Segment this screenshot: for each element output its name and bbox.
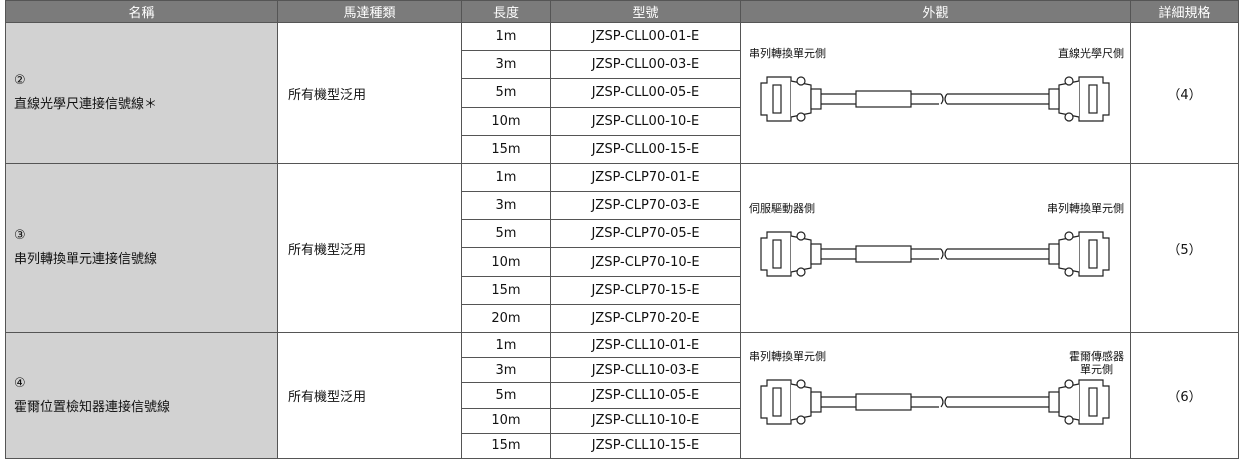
item-number: ④ <box>14 375 26 391</box>
table-row: 3m JZSP-CLL00-03-E <box>6 50 1239 80</box>
length-cell: 10m <box>461 247 551 277</box>
name-cell: ③ 串列轉換單元連接信號線 <box>5 163 278 333</box>
appearance-cell: 伺服驅動器側 串列轉換單元側 <box>740 163 1131 333</box>
appearance-cell: 串列轉換單元側 霍爾傳感器 單元側 <box>740 332 1131 459</box>
length-cell: 15m <box>461 134 551 165</box>
item-name: 直線光學尺連接信號線＊ <box>14 97 158 112</box>
appearance-cell: 串列轉換單元側 直線光學尺側 <box>740 22 1131 164</box>
model-cell: JZSP-CLL00-15-E <box>550 134 741 165</box>
length-cell: 3m <box>461 191 551 221</box>
item-number: ③ <box>14 228 26 243</box>
length-cell: 15m <box>461 275 551 305</box>
model-cell: JZSP-CLL10-01-E <box>550 331 741 359</box>
item-number: ② <box>14 73 26 88</box>
header-row: 名稱 馬達種類 長度 型號 外觀 詳細規格 <box>5 0 1239 23</box>
length-cell: 3m <box>461 50 551 80</box>
table-row: 15m JZSP-CLP70-15-E <box>6 275 1239 305</box>
name-cell: ② 直線光學尺連接信號線＊ <box>5 22 278 164</box>
length-cell: 3m <box>461 357 551 384</box>
appearance-box: 伺服驅動器側 串列轉換單元側 <box>741 164 1130 332</box>
length-cell: 1m <box>461 21 551 52</box>
cable-drawing <box>760 76 1110 122</box>
table-row: ④ 霍爾位置檢知器連接信號線 所有機型泛用 1m JZSP-CLL10-01-E 串列轉換… <box>5 331 1239 459</box>
table-row: 3m JZSP-CLP70-03-E <box>6 191 1239 221</box>
table-body: ② 直線光學尺連接信號線＊ 所有機型泛用 1m JZSP-CLL00-01-E 串列轉換單… <box>5 21 1239 459</box>
model-cell: JZSP-CLL10-05-E <box>550 382 741 409</box>
model-cell: JZSP-CLL10-03-E <box>550 357 741 384</box>
model-cell: JZSP-CLP70-05-E <box>550 219 741 249</box>
table-row: 10m JZSP-CLL00-10-E <box>6 106 1239 136</box>
length-cell: 5m <box>461 219 551 249</box>
item-name: 串列轉換單元連接信號線 <box>14 252 158 267</box>
header-cell: 外觀 <box>740 0 1131 23</box>
model-cell: JZSP-CLP70-15-E <box>550 275 741 305</box>
model-cell: JZSP-CLL10-15-E <box>550 432 741 459</box>
appearance-box: 串列轉換單元側 直線光學尺側 <box>741 23 1130 163</box>
motor-cell: 所有機型泛用 <box>277 163 462 333</box>
appearance-box: 串列轉換單元側 霍爾傳感器 單元側 <box>741 333 1130 458</box>
header-cell: 型號 <box>550 0 741 23</box>
right-label-line: 霍爾傳感器 <box>1069 349 1124 363</box>
length-cell: 5m <box>461 382 551 409</box>
motor-cell: 所有機型泛用 <box>277 22 462 164</box>
right-label: 直線光學尺側 <box>1058 47 1124 60</box>
length-cell: 15m <box>461 432 551 459</box>
left-label: 伺服驅動器側 <box>749 202 815 215</box>
cable-drawing <box>760 231 1110 277</box>
model-cell: JZSP-CLL10-10-E <box>550 407 741 434</box>
model-cell: JZSP-CLP70-03-E <box>550 191 741 221</box>
table-row: ② 直線光學尺連接信號線＊ 所有機型泛用 1m JZSP-CLL00-01-E 串列轉換單… <box>5 21 1239 164</box>
table-row: 20m JZSP-CLP70-20-E <box>6 303 1239 334</box>
length-cell: 10m <box>461 407 551 434</box>
model-cell: JZSP-CLL00-10-E <box>550 106 741 136</box>
item-name: 霍爾位置檢知器連接信號線 <box>14 399 171 415</box>
table-row: 15m JZSP-CLL00-15-E <box>6 134 1239 165</box>
right-label: 霍爾傳感器 單元側 <box>1069 350 1124 376</box>
length-cell: 1m <box>461 331 551 359</box>
length-cell: 5m <box>461 78 551 108</box>
right-label: 串列轉換單元側 <box>1047 202 1124 215</box>
length-cell: 1m <box>461 162 551 193</box>
table-row: 10m JZSP-CLL10-10-E <box>6 407 1239 434</box>
spec-table: 名稱 馬達種類 長度 型號 外觀 詳細規格 ② 直線光學尺連接信號線＊ 所有機型泛用 1m JZS… <box>5 0 1239 459</box>
model-cell: JZSP-CLP70-10-E <box>550 247 741 277</box>
motor-cell: 所有機型泛用 <box>277 332 462 459</box>
length-cell: 20m <box>461 303 551 334</box>
name-cell: ④ 霍爾位置檢知器連接信號線 <box>5 332 278 459</box>
table-row: 5m JZSP-CLL10-05-E <box>6 382 1239 409</box>
table-row: 5m JZSP-CLL00-05-E <box>6 78 1239 108</box>
table-row: 3m JZSP-CLL10-03-E <box>6 357 1239 384</box>
left-label: 串列轉換單元側 <box>749 349 826 363</box>
model-cell: JZSP-CLL00-05-E <box>550 78 741 108</box>
table-row: 10m JZSP-CLP70-10-E <box>6 247 1239 277</box>
header-cell: 長度 <box>461 0 551 23</box>
header-cell: 詳細規格 <box>1130 0 1239 23</box>
spec-cell: （4） <box>1130 22 1239 164</box>
left-label: 串列轉換單元側 <box>749 47 826 60</box>
cable-drawing <box>760 378 1110 425</box>
spec-cell: （5） <box>1130 163 1239 333</box>
spec-cell: （6） <box>1130 332 1239 459</box>
table-row: 5m JZSP-CLP70-05-E <box>6 219 1239 249</box>
right-label-line: 串列轉換單元側 <box>1047 202 1124 215</box>
table-row: ③ 串列轉換單元連接信號線 所有機型泛用 1m JZSP-CLP70-01-E 伺服驅動器… <box>5 162 1239 333</box>
header-cell: 馬達種類 <box>277 0 462 23</box>
right-label-line: 直線光學尺側 <box>1058 47 1124 60</box>
length-cell: 10m <box>461 106 551 136</box>
model-cell: JZSP-CLP70-01-E <box>550 162 741 193</box>
right-label-line: 單元側 <box>1080 362 1113 376</box>
model-cell: JZSP-CLL00-03-E <box>550 50 741 80</box>
header-cell: 名稱 <box>5 0 278 23</box>
model-cell: JZSP-CLL00-01-E <box>550 21 741 52</box>
model-cell: JZSP-CLP70-20-E <box>550 303 741 334</box>
